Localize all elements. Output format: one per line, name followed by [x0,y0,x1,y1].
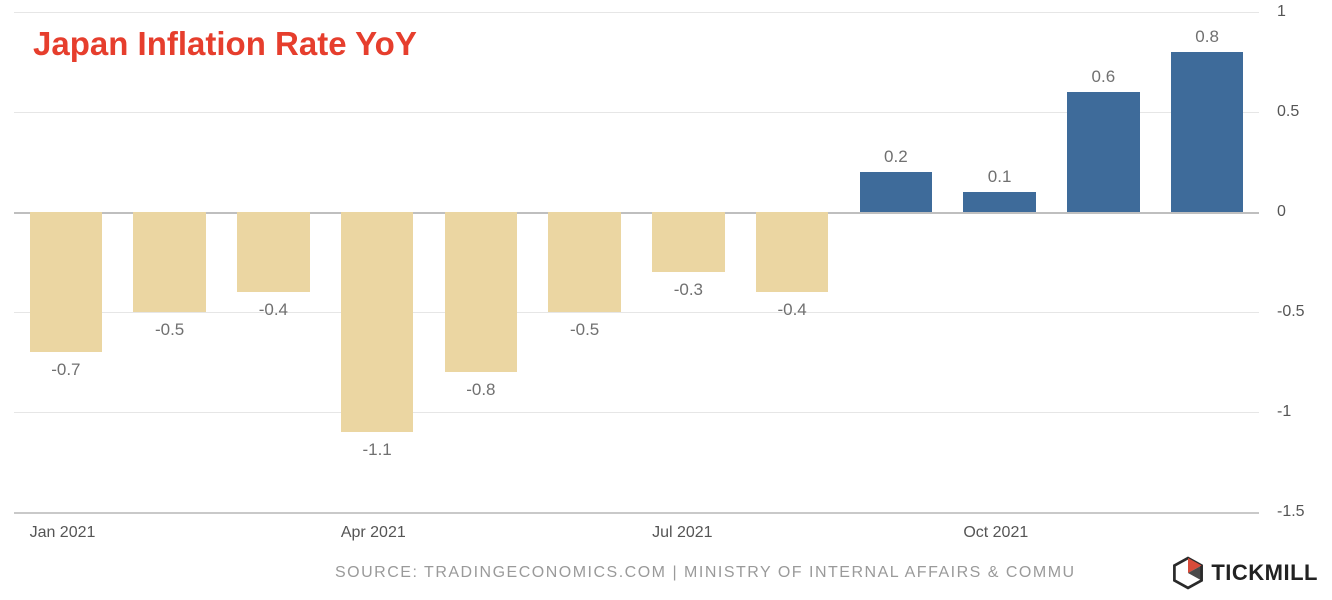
bar-value-label: 0.1 [963,167,1036,187]
bar-value-label: 0.2 [860,147,933,167]
plot-area: -1.5-1-0.500.51-0.7-0.5-0.4-1.1-0.8-0.5-… [14,12,1259,512]
bar-value-label: -0.8 [445,380,518,400]
bar [1067,92,1140,212]
y-tick-label: -1.5 [1277,503,1305,521]
bar [963,192,1036,212]
bar-value-label: 0.6 [1067,67,1140,87]
y-tick-label: -1 [1277,403,1291,421]
x-tick-label: Oct 2021 [963,524,1028,542]
bar-value-label: 0.8 [1171,27,1244,47]
bar-value-label: -0.5 [548,320,621,340]
bar [548,212,621,312]
x-tick-label: Apr 2021 [341,524,406,542]
y-tick-label: 0.5 [1277,103,1299,121]
bar [30,212,103,352]
bar-value-label: -1.1 [341,440,414,460]
gridline [14,412,1259,413]
y-tick-label: -0.5 [1277,303,1305,321]
x-tick-label: Jan 2021 [30,524,96,542]
gridline [14,312,1259,313]
bar-value-label: -0.5 [133,320,206,340]
bar [445,212,518,372]
y-tick-label: 1 [1277,3,1286,21]
bar [341,212,414,432]
bar [756,212,829,292]
bar [1171,52,1244,212]
bar-value-label: -0.4 [237,300,310,320]
bar-value-label: -0.4 [756,300,829,320]
brand-logo: TICKMILL [1163,556,1318,590]
bar [133,212,206,312]
y-tick-label: 0 [1277,203,1286,221]
bar [237,212,310,292]
x-axis-line [14,512,1259,514]
chart-stage: Japan Inflation Rate YoY -1.5-1-0.500.51… [0,0,1332,600]
source-text: SOURCE: TRADINGECONOMICS.COM | MINISTRY … [335,564,1076,582]
gridline [14,12,1259,13]
brand-logo-text: TICKMILL [1211,560,1318,586]
bar-value-label: -0.3 [652,280,725,300]
bar [860,172,933,212]
bar [652,212,725,272]
x-tick-label: Jul 2021 [652,524,713,542]
tickmill-icon [1171,556,1205,590]
bar-value-label: -0.7 [30,360,103,380]
